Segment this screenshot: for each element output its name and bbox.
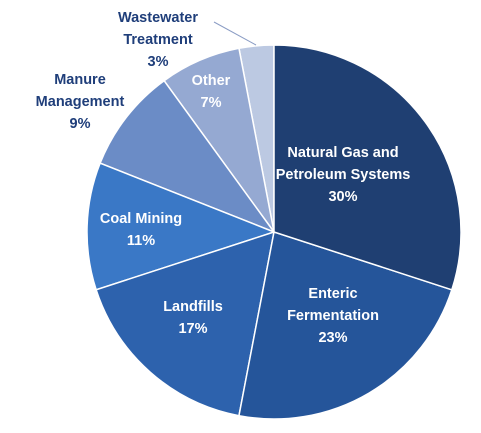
slice-label: Wastewater Treatment 3% [98, 7, 218, 73]
slice-name: Manure Management [35, 72, 125, 110]
slice-percent: 3% [147, 54, 169, 70]
slice-label: Natural Gas and Petroleum Systems 30% [268, 142, 418, 208]
slice-percent: 11% [126, 233, 156, 249]
slice-percent: 7% [200, 95, 222, 111]
slice-name: Landfills [163, 299, 223, 315]
slice-percent: 23% [318, 330, 348, 346]
slice-label: Landfills 17% [138, 296, 248, 340]
pie-slice [99, 79, 277, 234]
slice-percent: 9% [69, 116, 91, 132]
pie-slice [273, 44, 462, 291]
pie-slice [95, 230, 275, 417]
pie-slice [86, 162, 277, 291]
leader-line [213, 21, 257, 46]
slice-label: Other 7% [176, 70, 246, 114]
slice-label: Manure Management 9% [15, 69, 145, 135]
slice-percent: 30% [328, 189, 358, 205]
slice-label: Coal Mining 11% [86, 208, 196, 252]
slice-name: Wastewater Treatment [117, 10, 199, 48]
slice-percent: 17% [178, 321, 208, 337]
slice-name: Coal Mining [99, 211, 183, 227]
slice-name: Other [191, 73, 231, 89]
slice-label: Enteric Fermentation 23% [268, 283, 398, 349]
slice-name: Natural Gas and Petroleum Systems [275, 145, 411, 183]
slice-name: Enteric Fermentation [287, 286, 379, 324]
pie-slice [238, 231, 453, 420]
